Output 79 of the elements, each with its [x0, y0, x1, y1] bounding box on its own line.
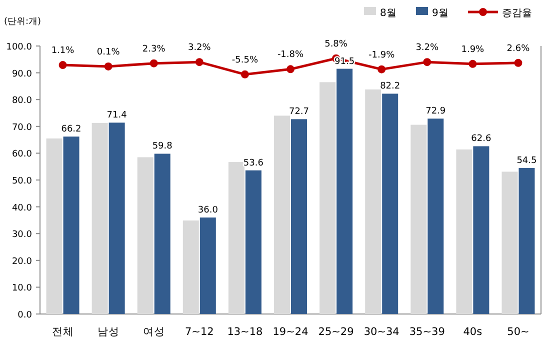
data-label: -1.9%: [368, 50, 396, 60]
data-label: 3.2%: [416, 43, 440, 54]
data-label: 3.2%: [188, 43, 212, 54]
data-label: -5.5%: [232, 55, 258, 66]
bar: [154, 154, 170, 314]
y-tick-label: 0.0: [18, 310, 32, 320]
legend-label: 8월: [380, 8, 396, 19]
x-tick-label: 전체: [52, 326, 74, 338]
bar: [46, 138, 62, 314]
bar: [428, 118, 444, 314]
data-label: 2.6%: [506, 44, 530, 54]
x-tick-label: 25~29: [318, 326, 354, 338]
data-label: 72.9: [426, 106, 446, 117]
y-tick-label: 50.0: [12, 176, 32, 186]
bar: [502, 172, 518, 314]
y-tick-label: 40.0: [12, 203, 32, 214]
bar: [182, 220, 199, 314]
point: [468, 60, 477, 68]
y-tick-label: 10.0: [12, 284, 32, 294]
bar: [108, 122, 125, 314]
x-tick-label: 남성: [97, 326, 120, 338]
y-tick-label: 100.0: [6, 42, 32, 52]
point: [286, 65, 294, 74]
y-tick-label: 70.0: [12, 122, 32, 133]
bar: [245, 170, 262, 314]
point: [514, 58, 522, 67]
data-label: 2.3%: [142, 44, 166, 54]
legend-label: 증감율: [502, 8, 532, 19]
point: [58, 61, 67, 70]
point: [195, 58, 204, 66]
bar: [274, 116, 290, 314]
data-label: 1.1%: [51, 46, 75, 56]
data-label: 71.4: [106, 110, 128, 121]
data-label: 1.9%: [461, 44, 485, 55]
data-label: 0.1%: [96, 47, 120, 58]
data-label: 72.7: [288, 107, 310, 118]
x-tick-label: 35~39: [409, 326, 445, 338]
y-tick-label: 90.0: [12, 69, 32, 80]
bar: [137, 157, 154, 314]
bar: [336, 68, 353, 314]
x-tick-label: 30~34: [364, 326, 400, 338]
bar: [473, 146, 490, 314]
data-label: 53.6: [243, 158, 264, 168]
point: [378, 65, 386, 74]
y-axis-title: (단위:개): [4, 17, 42, 27]
bar: [200, 218, 216, 314]
bar: [382, 94, 398, 314]
x-tick-label: 7~12: [184, 326, 214, 338]
x-tick-label: 50~: [507, 326, 530, 338]
bar: [320, 82, 336, 314]
bar: [291, 119, 307, 314]
x-tick-label: 여성: [142, 326, 165, 338]
bar: [63, 136, 80, 314]
data-label: 54.5: [516, 156, 537, 166]
y-tick-label: 80.0: [12, 96, 32, 106]
legend-label: 9월: [432, 8, 448, 19]
data-label: 59.8: [152, 142, 173, 152]
data-label: 5.8%: [324, 39, 348, 50]
y-tick-label: 60.0: [12, 150, 32, 160]
point: [240, 70, 249, 78]
bar: [228, 162, 244, 314]
x-tick-label: 40s: [463, 326, 482, 338]
bar: [518, 168, 535, 314]
bar: [92, 122, 108, 314]
data-label: 82.2: [380, 82, 400, 92]
y-tick-label: 20.0: [12, 256, 32, 267]
data-label: 66.2: [61, 124, 82, 135]
point: [104, 62, 112, 70]
x-tick-label: 13~18: [227, 326, 263, 338]
data-label: -1.8%: [277, 50, 304, 60]
point: [150, 59, 158, 68]
bar: [456, 149, 472, 314]
bar: [365, 89, 382, 314]
y-tick-label: 30.0: [12, 230, 32, 240]
x-tick-label: 19~24: [272, 326, 309, 338]
data-label: 62.6: [471, 134, 492, 144]
bar: [410, 124, 427, 314]
data-label: 36.0: [198, 206, 218, 216]
point: [423, 58, 432, 66]
